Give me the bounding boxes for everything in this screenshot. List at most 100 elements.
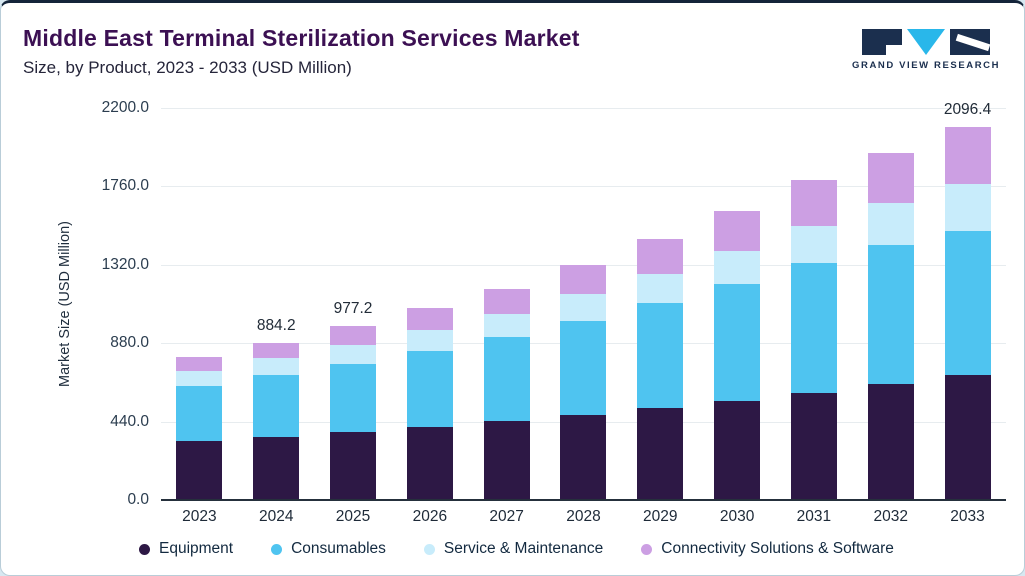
bar-total-label: 884.2 — [256, 316, 296, 334]
legend-item: Connectivity Solutions & Software — [641, 540, 894, 558]
x-axis-tick-label: 2025 — [335, 508, 371, 525]
legend-item: Service & Maintenance — [423, 540, 604, 558]
x-axis-tick-label: 2027 — [489, 508, 524, 525]
bar-segment — [790, 180, 837, 226]
legend-label: Service & Maintenance — [443, 540, 604, 557]
bar-segment — [867, 244, 914, 385]
gridline — [161, 108, 1006, 109]
y-axis-ticks: 0.0 440.0 880.0 1320.0 1760.0 2200.0 — [1, 99, 149, 508]
bar-segment — [176, 441, 223, 500]
bar-segment — [330, 325, 377, 345]
bar-segment — [483, 314, 530, 338]
stacked-bar-2032 — [867, 152, 914, 500]
x-axis-tick-label: 2030 — [719, 508, 755, 525]
x-axis-tick-label: 2032 — [873, 508, 908, 525]
stacked-bar-2029 — [637, 238, 684, 500]
y-axis-tick-label: 0.0 — [127, 491, 149, 508]
bar-segment — [560, 264, 607, 295]
bar-segment — [637, 273, 684, 304]
bar-segment — [714, 211, 761, 251]
legend-dot-icon — [139, 543, 150, 555]
chart-subtitle: Size, by Product, 2023 - 2033 (USD Milli… — [23, 58, 352, 77]
chart-header: Middle East Terminal Sterilization Servi… — [23, 25, 824, 78]
bar-segment — [637, 408, 684, 500]
bar-segment — [714, 284, 761, 401]
bars-container: 884.2 977.2 2096.4 — [161, 101, 1006, 500]
plot-area: 884.2 977.2 2096.4 — [161, 101, 1006, 501]
bar-segment — [176, 385, 223, 442]
legend-label: Equipment — [159, 540, 234, 557]
bar-segment — [253, 375, 300, 437]
y-axis-tick-label: 440.0 — [110, 412, 149, 430]
x-axis-tick-label: 2033 — [950, 508, 985, 525]
bar-segment — [867, 203, 914, 245]
bar-segment — [483, 288, 530, 315]
bar-total-label: 977.2 — [333, 299, 373, 317]
bar-segment — [483, 337, 530, 422]
y-axis-tick-label: 880.0 — [110, 334, 149, 352]
legend-item: Consumables — [271, 540, 386, 558]
bar-segment — [483, 421, 530, 500]
bar-segment — [560, 294, 607, 321]
bar-segment — [253, 358, 300, 376]
y-axis-tick-label: 1760.0 — [101, 177, 149, 195]
stacked-bar-2033: 2096.4 — [944, 101, 991, 500]
legend-label: Connectivity Solutions & Software — [661, 540, 894, 557]
bar-segment — [330, 363, 377, 432]
stacked-bar-2028 — [560, 264, 607, 500]
bar-segment — [560, 414, 607, 500]
stacked-bar-2026 — [406, 308, 453, 500]
logo-square-icon — [862, 29, 902, 55]
bar-segment — [253, 436, 300, 500]
gvr-logo: GRAND VIEW RESEARCH — [852, 29, 1000, 71]
legend-dot-icon — [423, 543, 435, 555]
chart-title: Middle East Terminal Sterilization Servi… — [23, 25, 580, 51]
bar-segment — [944, 183, 991, 231]
x-axis-tick-label: 2028 — [566, 508, 601, 525]
x-axis-tick-label: 2026 — [412, 508, 448, 525]
stacked-bar-2023 — [176, 357, 223, 500]
x-axis-tick-label: 2023 — [182, 508, 217, 525]
bar-segment — [944, 375, 991, 500]
x-axis-line — [161, 499, 1006, 501]
x-axis-tick-label: 2031 — [796, 508, 832, 525]
logo-arrow-icon — [950, 29, 990, 55]
bar-segment — [714, 400, 761, 500]
logo-triangle-icon — [907, 29, 945, 55]
bar-segment — [406, 426, 453, 500]
bar-segment — [944, 126, 991, 184]
x-axis-ticks: 2023 2024 2025 2026 2027 2028 2029 2030 2031 2032… — [161, 508, 1006, 526]
bar-segment — [867, 152, 914, 204]
bar-segment — [790, 225, 837, 264]
x-axis-tick-label: 2024 — [258, 508, 294, 525]
bar-segment — [330, 344, 377, 364]
gvr-logo-text: GRAND VIEW RESEARCH — [852, 60, 1001, 71]
bar-segment — [560, 320, 607, 415]
stacked-bar-2027 — [483, 288, 530, 500]
legend-item: Equipment — [139, 540, 233, 558]
bar-segment — [176, 357, 223, 371]
bar-segment — [637, 303, 684, 409]
x-axis-tick-label: 2029 — [643, 508, 678, 525]
bar-segment — [714, 250, 761, 285]
stacked-bar-2025: 977.2 — [330, 300, 377, 500]
legend-label: Consumables — [291, 540, 386, 557]
legend-dot-icon — [641, 543, 653, 555]
bar-segment — [406, 308, 453, 331]
bar-segment — [406, 351, 453, 427]
bar-segment — [867, 384, 914, 500]
legend-dot-icon — [271, 543, 283, 555]
gvr-logo-mark — [852, 29, 1000, 55]
bar-total-label: 2096.4 — [943, 100, 992, 118]
bar-segment — [944, 230, 991, 376]
gridline — [161, 186, 1006, 188]
bar-segment — [637, 238, 684, 274]
bar-segment — [253, 342, 300, 359]
stacked-bar-2024: 884.2 — [253, 317, 300, 500]
bar-segment — [176, 370, 223, 386]
y-axis-tick-label: 2200.0 — [101, 99, 149, 116]
stacked-bar-2030 — [714, 211, 761, 500]
stacked-bar-2031 — [790, 180, 837, 500]
